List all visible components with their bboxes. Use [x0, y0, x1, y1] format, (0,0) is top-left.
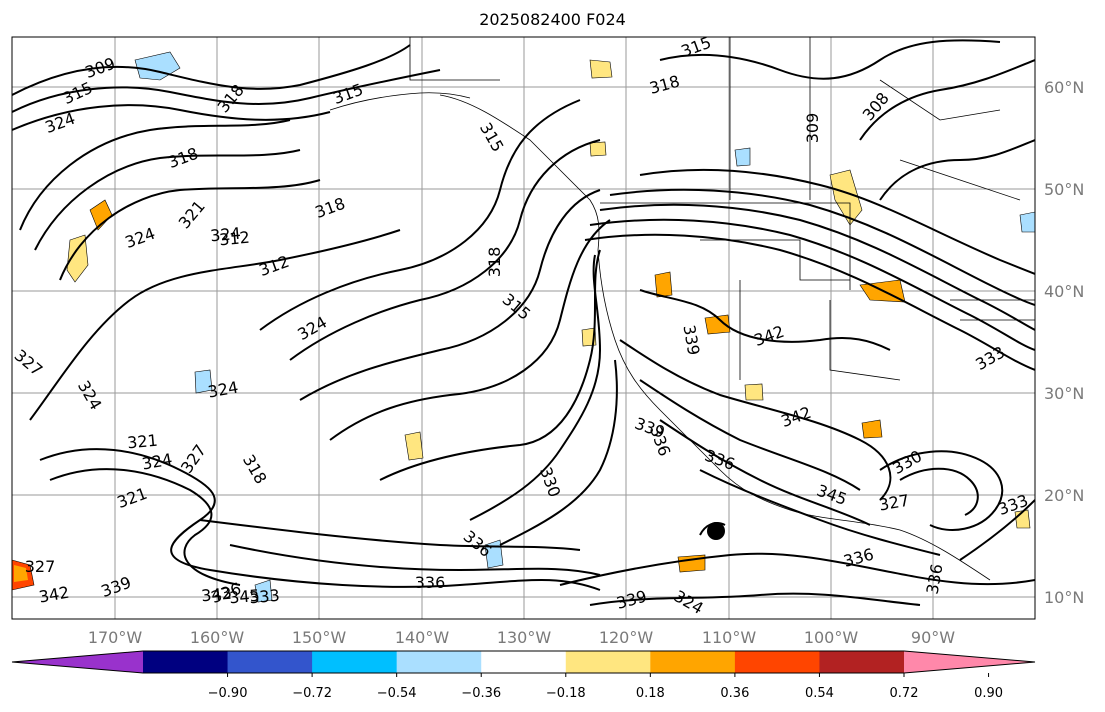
colorbar-segment — [396, 651, 482, 673]
colorbar-label: −0.54 — [377, 686, 417, 701]
colorbar-segment — [481, 651, 567, 673]
contour-label: 312 — [257, 252, 292, 280]
lon-tick-label: 160°W — [190, 628, 245, 647]
contour-label: 312 — [218, 228, 250, 250]
colorbar — [11, 650, 1036, 674]
contour-label: 330 — [536, 465, 564, 500]
lon-tick-label: 150°W — [292, 628, 347, 647]
colorbar-segment — [734, 651, 820, 673]
lat-tick-label: 60°N — [1044, 78, 1084, 97]
colorbar-segment — [565, 651, 651, 673]
contour-label: 308 — [859, 89, 893, 125]
contour-label: 327 — [11, 346, 47, 380]
contour-label: 342 — [752, 322, 787, 350]
contour-label: 324 — [294, 312, 330, 344]
lat-tick-label: 50°N — [1044, 180, 1084, 199]
contour-label: 318 — [239, 451, 271, 487]
contour-label: 339 — [632, 414, 667, 442]
contour-label: 318 — [313, 194, 348, 222]
contour-label: 315 — [476, 119, 508, 155]
contour-label: 336 — [923, 562, 947, 595]
colorbar-segment — [227, 651, 313, 673]
colorbar-label: −0.36 — [461, 686, 501, 701]
shaded-patches — [12, 51, 1035, 603]
lat-tick-label: 20°N — [1044, 486, 1084, 505]
contour-label: 336 — [702, 446, 737, 474]
contour-label: 321 — [115, 484, 150, 512]
contour-label: 339 — [614, 587, 648, 613]
contour-label: 318 — [166, 144, 201, 172]
map-title: 2025082400 F024 — [479, 10, 626, 29]
colorbar-label: 0.90 — [974, 686, 1003, 701]
lon-tick-labels: 170°W 160°W 150°W 140°W 130°W 120°W 110°W 100°W… — [88, 628, 955, 647]
contour-label: 315 — [60, 78, 96, 108]
contour-label: 321 — [175, 197, 209, 233]
contour-label: 309 — [803, 113, 822, 144]
contour-label: 342 — [37, 583, 70, 607]
contour-label: 336 — [415, 573, 446, 592]
contour-label: 342 — [200, 584, 232, 606]
colorbar-label: −0.18 — [546, 686, 586, 701]
colorbar-labels: −0.90 −0.72 −0.54 −0.36 −0.18 0.18 0.36 0.54 0.7… — [208, 673, 1003, 701]
colorbar-segment — [650, 651, 736, 673]
contour-label: 324 — [140, 450, 173, 474]
colorbar-segment — [12, 651, 143, 673]
contour-label: 330 — [889, 446, 925, 478]
lat-tick-label: 10°N — [1044, 588, 1084, 607]
contour-label: 327 — [877, 491, 910, 515]
lat-tick-labels: 60°N 50°N 40°N 30°N 20°N 10°N — [1044, 78, 1084, 607]
lon-tick-label: 100°W — [804, 628, 859, 647]
contour-label: 321 — [126, 431, 158, 453]
contour-label: 324 — [43, 109, 78, 137]
contour-label: 324 — [209, 224, 241, 246]
contour-label: 339 — [679, 323, 703, 356]
lon-tick-label: 120°W — [599, 628, 654, 647]
contour-label: 345 — [228, 586, 260, 608]
contour-lines — [12, 39, 1035, 606]
contour-label: 333 — [248, 586, 280, 608]
graticule — [12, 37, 1035, 619]
colorbar-segment — [312, 651, 398, 673]
contour-label: 333 — [972, 342, 1008, 374]
cyclone-marker — [707, 522, 725, 540]
lon-tick-label: 140°W — [395, 628, 450, 647]
colorbar-label: −0.72 — [292, 686, 332, 701]
contour-label: 309 — [83, 54, 118, 82]
lon-tick-label: 90°W — [911, 628, 955, 647]
contour-label: 327 — [25, 557, 56, 576]
lon-tick-label: 110°W — [702, 628, 757, 647]
colorbar-label: 0.36 — [720, 686, 749, 701]
lat-tick-label: 40°N — [1044, 282, 1084, 301]
contour-label: 318 — [485, 247, 504, 278]
plot-frame — [11, 36, 1036, 620]
contour-label: 324 — [206, 378, 239, 402]
contour-label: 324 — [123, 224, 158, 252]
colorbar-label: −0.90 — [208, 686, 248, 701]
colorbar-label: 0.72 — [890, 686, 919, 701]
contour-label: 336 — [841, 545, 875, 571]
contour-label: 324 — [74, 377, 106, 413]
coastlines — [329, 37, 1035, 581]
contour-label: 318 — [647, 72, 681, 98]
contour-label: 324 — [671, 586, 707, 618]
colorbar-segment — [819, 651, 905, 673]
colorbar-segment — [904, 651, 1035, 673]
contour-label: 315 — [331, 80, 366, 108]
colorbar-segment — [143, 651, 229, 673]
contour-label: 342 — [779, 403, 814, 431]
lon-tick-label: 130°W — [497, 628, 552, 647]
lon-tick-label: 170°W — [88, 628, 143, 647]
contour-label: 318 — [214, 81, 248, 117]
colorbar-label: 0.18 — [636, 686, 665, 701]
colorbar-label: 0.54 — [805, 686, 834, 701]
lat-tick-label: 30°N — [1044, 384, 1084, 403]
